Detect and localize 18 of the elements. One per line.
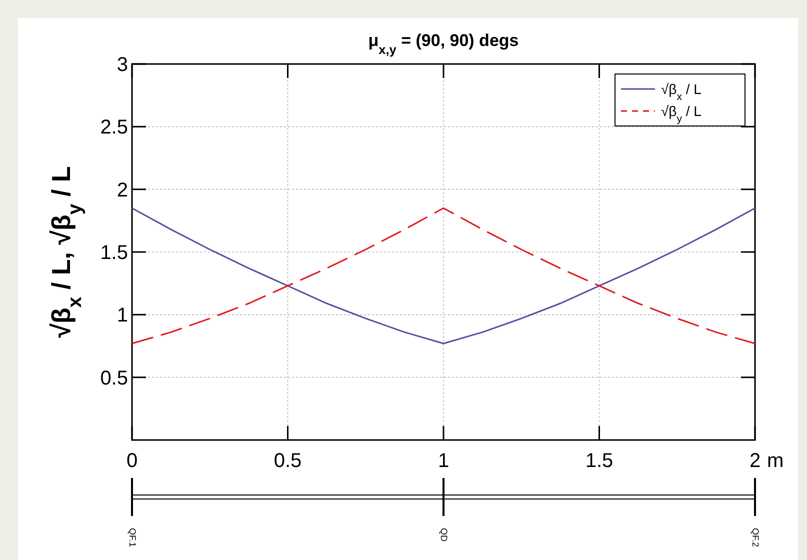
y-tick-label: 0.5 <box>100 367 128 390</box>
text: QF.2 <box>750 528 761 548</box>
x-tick-label: 2 <box>749 450 761 472</box>
x-tick-label: 0.5 <box>274 450 302 472</box>
x-tick-label: 0 <box>126 450 138 472</box>
legend-label: √β$_{x}$ / L <box>661 81 702 103</box>
text: QD <box>439 528 450 542</box>
y-tick-label: 3 <box>116 54 128 76</box>
text: QF.1 <box>128 528 138 548</box>
x-tick-label: 1 <box>438 450 450 472</box>
y-tick-label: 1 <box>116 304 128 327</box>
y-tick-label: 2 <box>116 179 128 202</box>
y-tick-label: 1.5 <box>100 242 128 264</box>
x-tick-label: 1.5 <box>585 450 614 472</box>
y-tick-label: 2.5 <box>100 116 128 139</box>
legend-label: √β$_{y}$ / L <box>661 103 702 125</box>
x-axis-title: m <box>767 450 784 472</box>
chart-title: μ$_{x,y}$ = (90, 90) degs <box>368 31 519 56</box>
